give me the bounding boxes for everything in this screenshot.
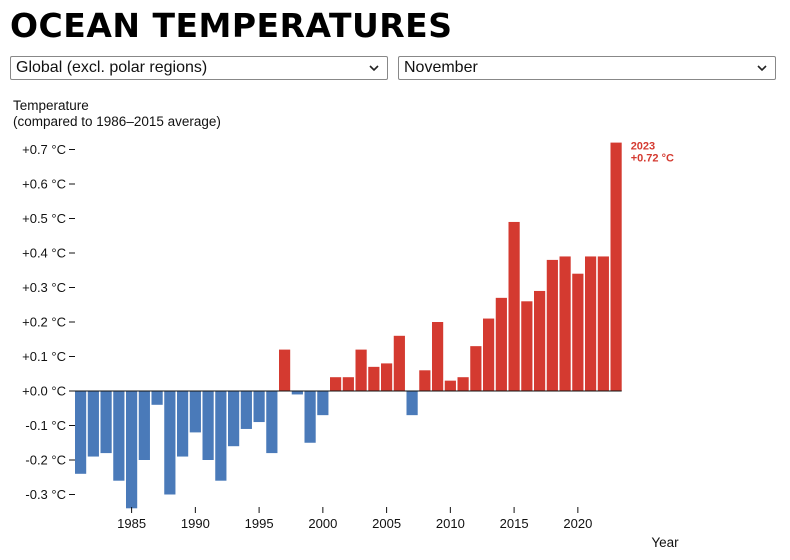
- bar-2005: [381, 363, 393, 391]
- x-tick-label: 1985: [117, 516, 146, 531]
- bar-1993: [228, 391, 240, 447]
- bar-2006: [393, 335, 405, 391]
- x-tick-label: 1995: [245, 516, 274, 531]
- x-tick-label: 2015: [500, 516, 529, 531]
- bar-1995: [253, 391, 265, 423]
- bar-2011: [457, 377, 469, 391]
- bar-1991: [202, 391, 214, 460]
- y-axis-label: Temperature: [13, 98, 89, 113]
- y-axis-sublabel: (compared to 1986–2015 average): [13, 114, 221, 129]
- bar-2013: [483, 318, 495, 391]
- bar-1999: [304, 391, 316, 443]
- bar-2004: [368, 366, 380, 391]
- bar-2023: [610, 142, 622, 391]
- bar-2018: [546, 259, 558, 391]
- y-tick-label: +0.2 °C: [22, 315, 66, 330]
- x-axis: 1985 1990 1995 2000 2005 2010 2015 2020: [117, 507, 592, 531]
- bar-1982: [87, 391, 99, 457]
- bar-2020: [572, 273, 584, 391]
- bar-2002: [342, 377, 354, 391]
- bar-1986: [138, 391, 150, 460]
- bar-2015: [508, 221, 520, 391]
- bar-1983: [100, 391, 112, 454]
- bar-2019: [559, 256, 571, 391]
- bar-1988: [164, 391, 176, 495]
- y-tick-label: +0.3 °C: [22, 280, 66, 295]
- bars: [75, 142, 622, 509]
- bar-1990: [189, 391, 201, 433]
- y-tick-label: +0.5 °C: [22, 211, 66, 226]
- y-tick-label: +0.6 °C: [22, 177, 66, 192]
- bar-2003: [355, 349, 367, 391]
- bar-1997: [279, 349, 291, 391]
- x-axis-label: Year: [651, 535, 679, 550]
- bar-2017: [534, 290, 546, 391]
- y-tick-label: +0.7 °C: [22, 142, 66, 157]
- x-tick-label: 2000: [308, 516, 337, 531]
- region-select[interactable]: Global (excl. polar regions): [10, 56, 388, 80]
- x-tick-label: 1990: [181, 516, 210, 531]
- bar-2008: [419, 370, 431, 391]
- y-tick-label: +0.4 °C: [22, 246, 66, 261]
- annotation-year: 2023: [631, 141, 655, 153]
- y-tick-label: +0.1 °C: [22, 349, 66, 364]
- chevron-down-icon: [757, 65, 767, 72]
- y-axis: +0.7 °C +0.6 °C +0.5 °C +0.4 °C +0.3 °C +0.2 …: [22, 142, 75, 502]
- bar-2007: [406, 391, 418, 416]
- y-tick-label: -0.2 °C: [25, 453, 66, 468]
- month-select-value: November: [404, 59, 478, 76]
- bar-1989: [177, 391, 189, 457]
- bar-2016: [521, 301, 533, 391]
- bar-2001: [330, 377, 342, 391]
- x-tick-label: 2020: [563, 516, 592, 531]
- annotation-value: +0.72 °C: [631, 153, 674, 165]
- bar-2022: [597, 256, 609, 391]
- bar-1985: [126, 391, 138, 509]
- x-tick-label: 2005: [372, 516, 401, 531]
- x-tick-label: 2010: [436, 516, 465, 531]
- bar-2000: [317, 391, 329, 416]
- bar-2012: [470, 346, 482, 391]
- annotation: 2023+0.72 °C: [631, 141, 674, 165]
- bar-1984: [113, 391, 125, 481]
- y-tick-label: -0.1 °C: [25, 418, 66, 433]
- month-select[interactable]: November: [398, 56, 776, 80]
- chevron-down-icon: [369, 65, 379, 72]
- bar-1992: [215, 391, 227, 481]
- bar-2009: [432, 322, 444, 391]
- bar-1987: [151, 391, 163, 405]
- bar-1996: [266, 391, 278, 454]
- bar-2010: [444, 380, 456, 391]
- bar-1998: [291, 391, 303, 395]
- bar-2021: [585, 256, 597, 391]
- bar-1981: [75, 391, 87, 474]
- region-select-value: Global (excl. polar regions): [16, 59, 208, 76]
- y-tick-label: +0.0 °C: [22, 384, 66, 399]
- page-title: OCEAN TEMPERATURES: [10, 6, 453, 45]
- bar-1994: [240, 391, 252, 429]
- y-tick-label: -0.3 °C: [25, 487, 66, 502]
- bar-2014: [495, 297, 507, 391]
